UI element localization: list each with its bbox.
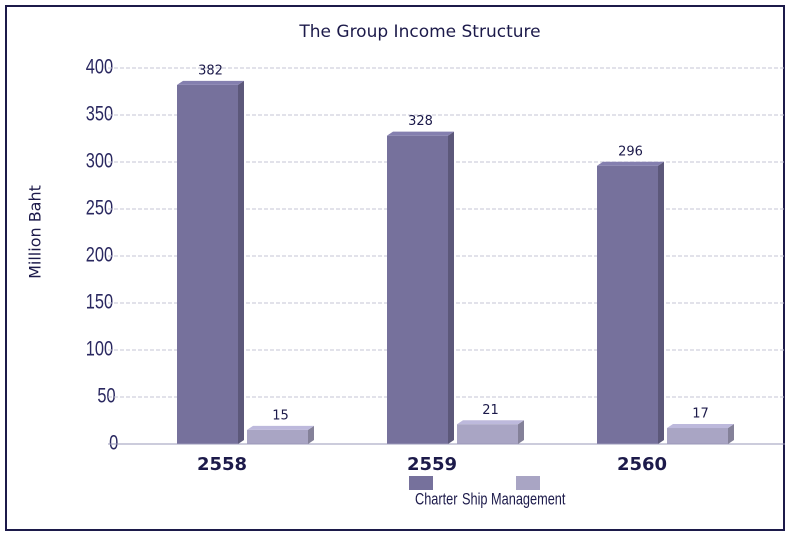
bar — [667, 424, 734, 444]
legend-swatch — [516, 476, 540, 490]
legend-swatch — [409, 476, 433, 490]
y-tick-label: 100 — [86, 337, 113, 360]
bar-front — [457, 424, 518, 444]
data-label: 17 — [692, 407, 709, 422]
bar-top — [457, 420, 524, 425]
bar-front — [597, 165, 658, 444]
data-label: 382 — [198, 63, 223, 78]
bar-side — [448, 131, 454, 444]
y-tick-label: 200 — [86, 243, 113, 266]
bar-front — [387, 135, 448, 444]
bar-side — [238, 80, 244, 445]
bar-side — [658, 161, 664, 444]
y-axis-label: Million Baht — [26, 185, 45, 279]
y-tick-label: 150 — [86, 290, 113, 313]
bar — [247, 425, 314, 444]
y-tick-label: 0 — [109, 431, 118, 454]
chart-title: The Group Income Structure — [298, 22, 540, 42]
x-tick-label: 2558 — [197, 454, 247, 475]
bar — [457, 420, 524, 444]
bar — [597, 161, 664, 444]
data-label: 15 — [272, 408, 289, 423]
data-label: 328 — [408, 114, 433, 129]
y-tick-label: 350 — [86, 102, 113, 125]
legend-label: Charter — [415, 490, 457, 509]
bar-side — [308, 425, 314, 444]
x-tick-label: 2560 — [617, 454, 667, 475]
y-tick-label: 400 — [86, 55, 113, 78]
y-tick-label: 50 — [97, 384, 115, 407]
bar-front — [667, 428, 728, 444]
bar-top — [667, 424, 734, 429]
bar-front — [247, 429, 308, 444]
bar-top — [177, 80, 244, 85]
bar — [387, 131, 454, 444]
y-tick-label: 300 — [86, 149, 113, 172]
data-label: 21 — [482, 403, 499, 418]
bar-side — [728, 424, 734, 444]
y-tick-label: 250 — [86, 196, 113, 219]
bar-side — [518, 420, 524, 444]
legend-label: Ship Management — [462, 490, 566, 509]
bar-front — [177, 84, 238, 445]
data-label: 296 — [618, 144, 643, 159]
bar-top — [387, 131, 454, 136]
x-tick-label: 2559 — [407, 454, 457, 475]
bar-top — [597, 161, 664, 166]
bar-top — [247, 425, 314, 430]
bar — [177, 80, 244, 445]
